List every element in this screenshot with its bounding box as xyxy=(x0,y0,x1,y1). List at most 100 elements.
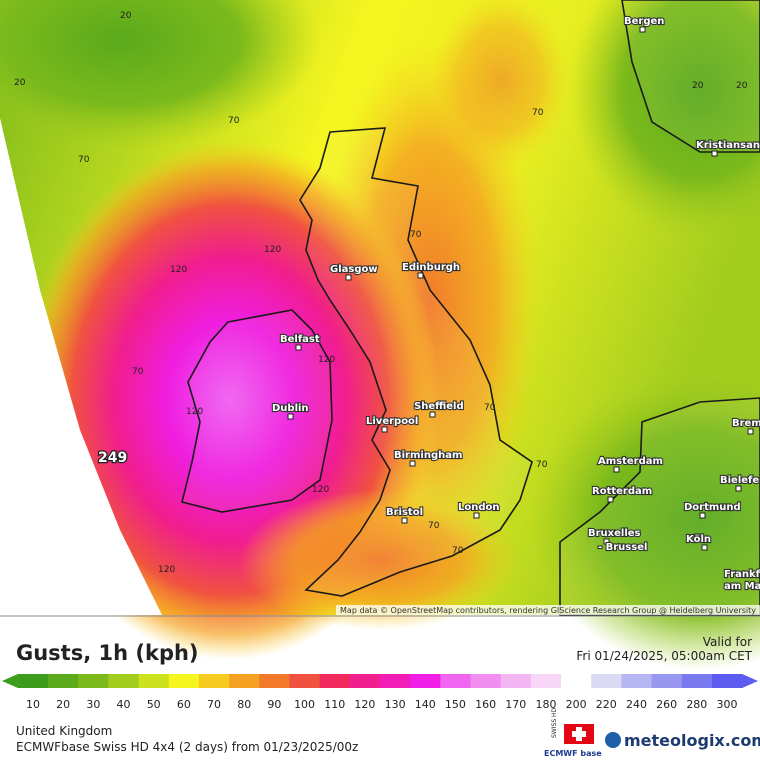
city-label: Bielefeld xyxy=(720,475,760,486)
badge-bottom: ECMWF base xyxy=(544,749,602,758)
ireland xyxy=(181,309,333,513)
legend-swatch xyxy=(319,674,351,688)
legend-swatch xyxy=(711,674,743,688)
city-label: Bristol xyxy=(386,507,423,518)
valid-time: Fri 01/24/2025, 05:00am CET xyxy=(576,649,752,663)
city-marker xyxy=(639,26,646,33)
city-label: Brem xyxy=(732,418,760,429)
legend-swatch xyxy=(561,674,592,688)
city-marker xyxy=(409,460,416,467)
flag-cross xyxy=(572,731,586,737)
legend-swatch xyxy=(198,674,230,688)
legend-swatch xyxy=(500,674,532,688)
city-marker xyxy=(699,512,706,519)
city-labels: Bergen Kristiansand Glasgow Edinburgh Belfas… xyxy=(271,15,760,593)
legend-label: 100 xyxy=(294,698,315,711)
legend-label: 90 xyxy=(267,698,281,711)
valid-label: Valid for xyxy=(703,635,752,649)
city-marker xyxy=(747,428,754,435)
contour-label: 70 xyxy=(228,116,240,126)
legend-label: 10 xyxy=(26,698,40,711)
city-label: Kristiansand xyxy=(696,140,760,151)
legend-arrow xyxy=(742,674,758,688)
contour-label: 70 xyxy=(536,460,548,470)
legend-swatch xyxy=(410,674,441,688)
legend-swatch xyxy=(621,674,653,688)
city-label: Dortmund xyxy=(684,502,741,513)
legend-label: 50 xyxy=(147,698,161,711)
norway xyxy=(621,0,760,153)
city-label: Liverpool xyxy=(366,416,418,427)
city-marker xyxy=(473,512,480,519)
contour-label: 70 xyxy=(410,230,422,240)
field-low xyxy=(570,0,760,240)
city-marker xyxy=(603,538,610,545)
city-label: Rotterdam xyxy=(592,486,652,497)
contour-label: 120 xyxy=(158,565,175,575)
region: United Kingdom xyxy=(16,724,112,738)
city-marker xyxy=(711,150,718,157)
contour-label: 20 xyxy=(736,81,748,91)
legend-swatch xyxy=(17,674,49,688)
legend-label: 300 xyxy=(717,698,738,711)
continent xyxy=(559,397,760,616)
legend-swatch xyxy=(138,674,170,688)
legend-label: 20 xyxy=(56,698,70,711)
contour-label: 70 xyxy=(78,155,90,165)
field-low xyxy=(0,0,320,150)
city-label: Frankf xyxy=(724,569,760,580)
legend-swatch xyxy=(289,674,321,688)
legend-label: 200 xyxy=(566,698,587,711)
legend-label: 70 xyxy=(207,698,221,711)
city-marker xyxy=(429,411,436,418)
city-marker xyxy=(735,485,742,492)
field-low xyxy=(530,370,760,670)
legend-swatch xyxy=(259,674,290,688)
contour-label: 20 xyxy=(120,11,132,21)
title: Gusts, 1h (kph) xyxy=(16,641,199,665)
legend-swatch xyxy=(349,674,381,688)
city-marker xyxy=(381,426,388,433)
field-mid xyxy=(430,0,570,170)
legend-swatch xyxy=(380,674,411,688)
city-marker xyxy=(417,272,424,279)
brand[interactable]: meteologix.com xyxy=(624,731,760,750)
legend-label: 260 xyxy=(656,698,677,711)
contour-label: 70 xyxy=(532,108,544,118)
great-britain xyxy=(299,127,533,597)
contour-label: 70 xyxy=(452,546,464,556)
legend-label: 150 xyxy=(445,698,466,711)
model-info: ECMWFbase Swiss HD 4x4 (2 days) from 01/… xyxy=(16,740,358,754)
legend-label: 60 xyxy=(177,698,191,711)
city-marker xyxy=(701,544,708,551)
city-label: Dublin xyxy=(272,403,309,414)
legend-arrow xyxy=(2,674,18,688)
legend-label: 110 xyxy=(324,698,345,711)
legend-swatch xyxy=(78,674,109,688)
legend-label: 180 xyxy=(535,698,556,711)
map-area: 20 20 70 70 70 70 120 120 120 120 120 12… xyxy=(0,0,760,670)
field-mid xyxy=(240,490,520,630)
legend-swatch xyxy=(168,674,200,688)
contour-label: 70 xyxy=(132,367,144,377)
contour-label: 70 xyxy=(428,521,440,531)
contour-label: 120 xyxy=(186,407,203,417)
city-label: Köln xyxy=(686,534,711,545)
city-label: Birmingham xyxy=(394,450,462,461)
legend-swatch xyxy=(48,674,79,688)
max-value-label: 249 xyxy=(98,450,127,466)
legend-swatch xyxy=(229,674,260,688)
legend-label: 220 xyxy=(596,698,617,711)
city-label: Glasgow xyxy=(330,264,378,275)
city-label: - Brussel xyxy=(598,542,647,553)
city-marker xyxy=(401,517,408,524)
legend-label: 80 xyxy=(237,698,251,711)
contour-label: 120 xyxy=(312,485,329,495)
legend-label: 170 xyxy=(505,698,526,711)
attribution: Map data © OpenStreetMap contributors, r… xyxy=(340,606,756,615)
legend-label: 140 xyxy=(415,698,436,711)
city-marker xyxy=(295,344,302,351)
city-marker xyxy=(607,496,614,503)
